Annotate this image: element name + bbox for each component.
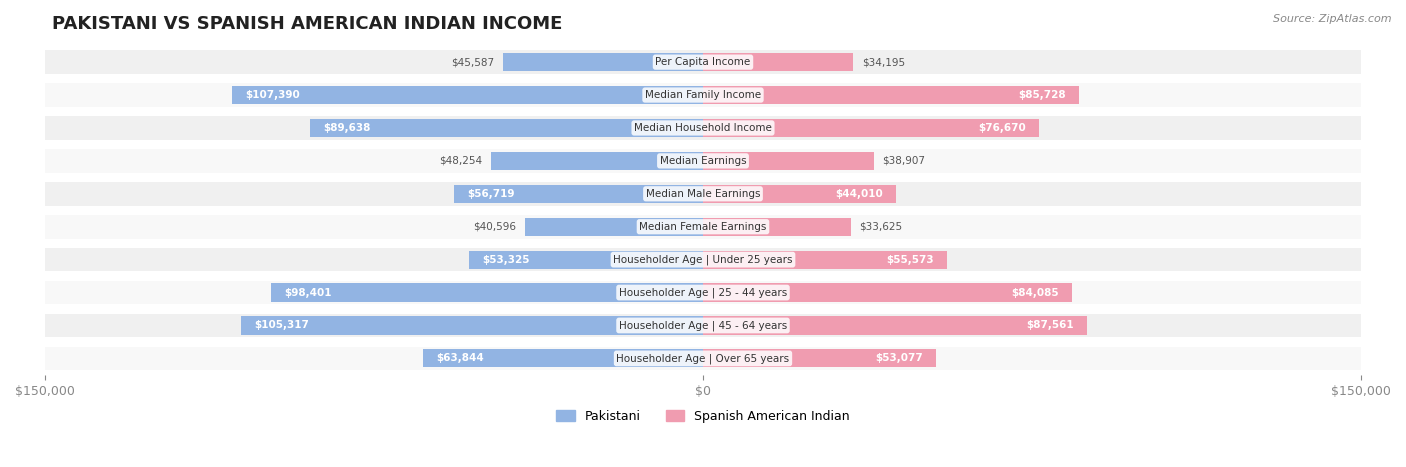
Text: Median Family Income: Median Family Income (645, 90, 761, 100)
Bar (454, 185, 703, 203)
Bar (45, 116, 1361, 140)
Bar (45, 182, 1361, 205)
Bar (703, 86, 1078, 104)
Bar (703, 251, 946, 269)
Text: $63,844: $63,844 (436, 354, 484, 363)
Text: Median Female Earnings: Median Female Earnings (640, 222, 766, 232)
Bar (240, 317, 703, 334)
Bar (45, 281, 1361, 304)
Bar (503, 53, 703, 71)
Text: $76,670: $76,670 (979, 123, 1026, 133)
Bar (45, 314, 1361, 337)
Text: $34,195: $34,195 (862, 57, 905, 67)
Bar (703, 283, 1071, 302)
Text: $48,254: $48,254 (440, 156, 482, 166)
Bar (491, 152, 703, 170)
Text: $33,625: $33,625 (859, 222, 903, 232)
Bar (703, 152, 873, 170)
Text: $87,561: $87,561 (1026, 320, 1074, 331)
Text: $56,719: $56,719 (467, 189, 515, 199)
Text: $44,010: $44,010 (835, 189, 883, 199)
Bar (232, 86, 703, 104)
Text: $85,728: $85,728 (1018, 90, 1066, 100)
Bar (470, 251, 703, 269)
Bar (423, 349, 703, 368)
Bar (703, 53, 853, 71)
Bar (524, 218, 703, 236)
Bar (45, 215, 1361, 239)
Bar (703, 317, 1087, 334)
Legend: Pakistani, Spanish American Indian: Pakistani, Spanish American Indian (551, 405, 855, 428)
Bar (703, 218, 851, 236)
Text: $98,401: $98,401 (284, 288, 332, 297)
Bar (45, 50, 1361, 74)
Text: $84,085: $84,085 (1011, 288, 1059, 297)
Bar (309, 119, 703, 137)
Bar (45, 248, 1361, 271)
Text: $45,587: $45,587 (451, 57, 495, 67)
Text: Median Household Income: Median Household Income (634, 123, 772, 133)
Text: Median Male Earnings: Median Male Earnings (645, 189, 761, 199)
Bar (703, 119, 1039, 137)
Text: Householder Age | 25 - 44 years: Householder Age | 25 - 44 years (619, 287, 787, 298)
Text: $107,390: $107,390 (245, 90, 299, 100)
Text: Householder Age | Over 65 years: Householder Age | Over 65 years (616, 353, 790, 364)
Text: $89,638: $89,638 (323, 123, 370, 133)
Bar (45, 347, 1361, 370)
Text: $53,325: $53,325 (482, 255, 530, 265)
Text: Median Earnings: Median Earnings (659, 156, 747, 166)
Bar (45, 149, 1361, 173)
Text: $38,907: $38,907 (883, 156, 925, 166)
Text: Source: ZipAtlas.com: Source: ZipAtlas.com (1274, 14, 1392, 24)
Text: PAKISTANI VS SPANISH AMERICAN INDIAN INCOME: PAKISTANI VS SPANISH AMERICAN INDIAN INC… (52, 15, 562, 33)
Bar (271, 283, 703, 302)
Text: $40,596: $40,596 (474, 222, 516, 232)
Text: Householder Age | Under 25 years: Householder Age | Under 25 years (613, 255, 793, 265)
Bar (703, 185, 896, 203)
Text: Per Capita Income: Per Capita Income (655, 57, 751, 67)
Bar (703, 349, 936, 368)
Text: Householder Age | 45 - 64 years: Householder Age | 45 - 64 years (619, 320, 787, 331)
Text: $105,317: $105,317 (254, 320, 309, 331)
Bar (45, 83, 1361, 107)
Text: $55,573: $55,573 (886, 255, 934, 265)
Text: $53,077: $53,077 (875, 354, 922, 363)
